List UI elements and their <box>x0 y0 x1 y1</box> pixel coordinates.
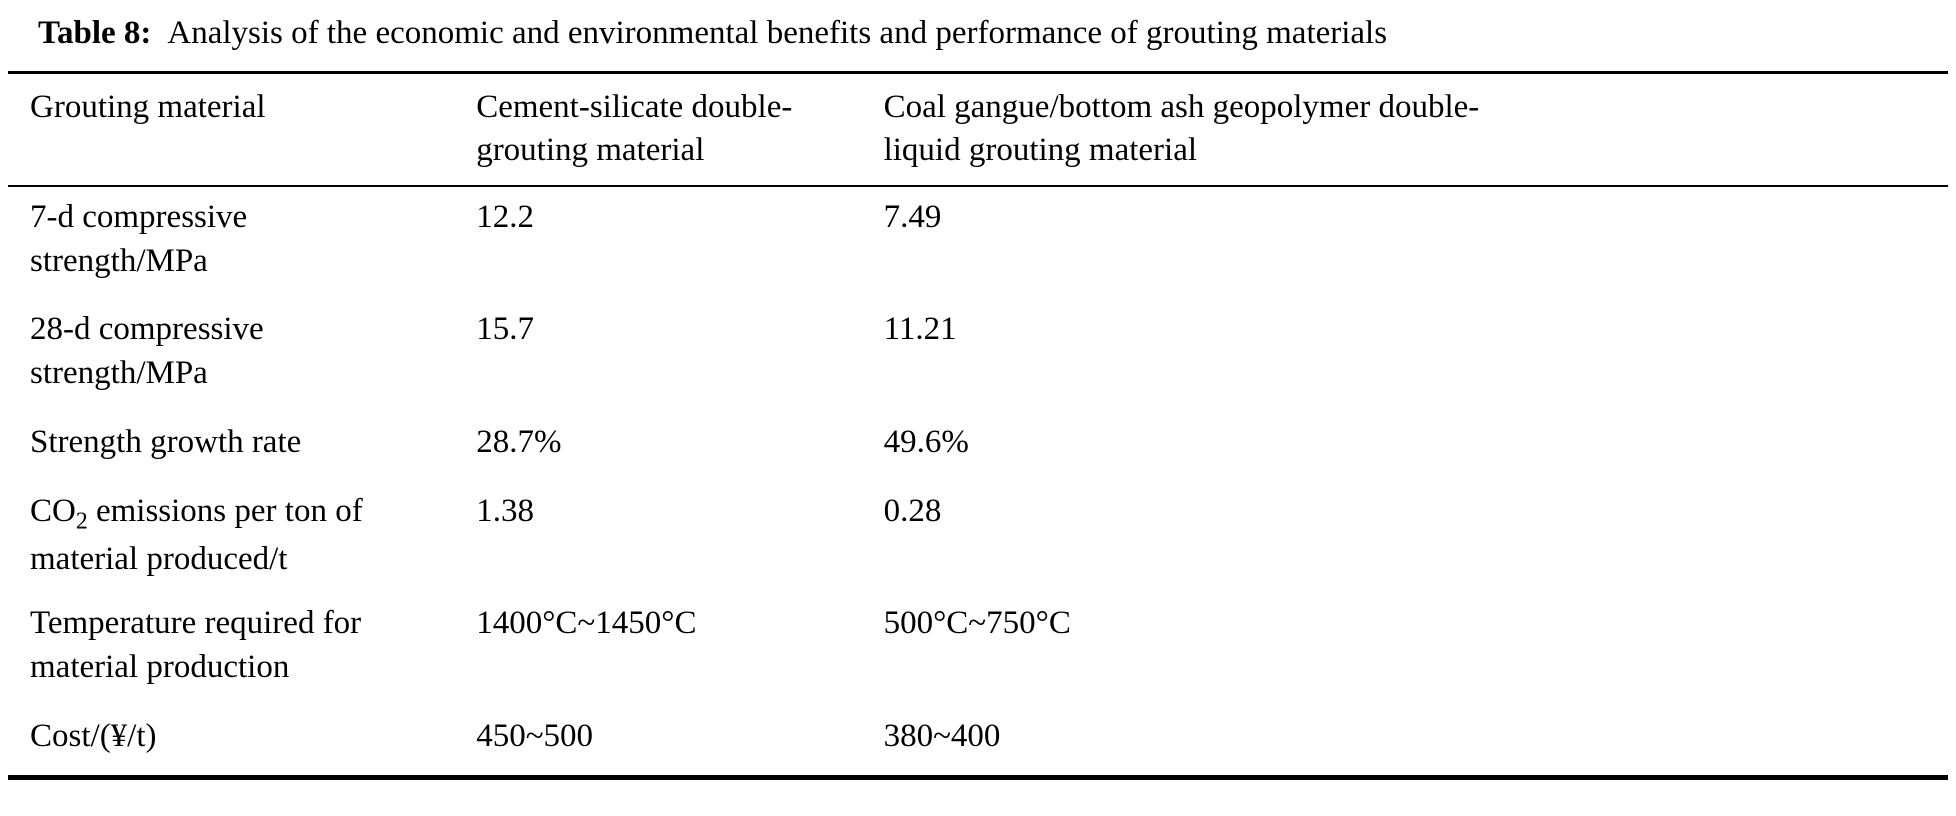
grouting-materials-table: Grouting material Cement-silicate double… <box>8 70 1948 780</box>
cell-cement-silicate-value: 28.7% <box>476 423 562 460</box>
paper-table-figure: Table 8: Analysis of the economic and env… <box>8 4 1948 780</box>
row-label: 28-d compressive strength/MPa <box>30 311 264 392</box>
caption-text: Analysis of the economic and environment… <box>167 15 1388 51</box>
cell-cement-silicate-value: 1.38 <box>476 492 534 529</box>
cell-cement-silicate-value: 15.7 <box>476 311 534 348</box>
header-cement-silicate-material: Cement-silicate double-grouting material <box>454 72 862 187</box>
row-label: Cost/(¥/t) <box>30 717 157 754</box>
cell-geopolymer-value: 0.28 <box>883 492 942 529</box>
caption-label: Table 8: <box>38 15 152 51</box>
row-label-cell: Strength growth rate <box>8 412 454 481</box>
cell-geopolymer-value: 500°C~750°C <box>883 605 1071 642</box>
row-label: CO2 emissions per ton of material produc… <box>30 492 363 577</box>
row-label-cell: Temperature required for material produc… <box>8 593 454 706</box>
cell-geopolymer-value: 11.21 <box>883 311 957 348</box>
row-label-cell: Cost/(¥/t) <box>8 706 454 777</box>
table-row: Strength growth rate 28.7% 49.6% <box>8 412 1948 481</box>
cell-geopolymer-value: 380~400 <box>883 717 1001 754</box>
table-row: 28-d compressive strength/MPa 15.7 11.21 <box>8 299 1948 412</box>
table-row: Temperature required for material produc… <box>8 593 1948 706</box>
header-coal-gangue-label: Coal gangue/bottom ash geopolymer double… <box>883 88 1480 169</box>
row-label: Strength growth rate <box>30 423 302 460</box>
header-grouting-material: Grouting material <box>8 72 455 187</box>
table-row: 7-d compressive strength/MPa 12.2 7.49 <box>8 186 1948 300</box>
header-cement-silicate-label: Cement-silicate double-grouting material <box>476 88 793 169</box>
table-row: Cost/(¥/t) 450~500 380~400 <box>8 706 1948 777</box>
cell-geopolymer-value: 7.49 <box>883 198 942 235</box>
header-coal-gangue-geopolymer-material: Coal gangue/bottom ash geopolymer double… <box>861 72 1948 187</box>
row-label: 7-d compressive strength/MPa <box>30 198 248 279</box>
row-label-cell: 28-d compressive strength/MPa <box>8 299 454 412</box>
cell-cement-silicate-value: 1400°C~1450°C <box>476 605 697 642</box>
cell-geopolymer-value: 49.6% <box>883 423 969 460</box>
table-caption: Table 8: Analysis of the economic and env… <box>8 4 1948 71</box>
subscript: 2 <box>75 508 88 535</box>
table-row: CO2 emissions per ton of material produc… <box>8 481 1948 594</box>
header-row: Grouting material Cement-silicate double… <box>8 72 1948 187</box>
row-label-cell: 7-d compressive strength/MPa <box>8 186 454 300</box>
cell-cement-silicate-value: 450~500 <box>476 717 594 754</box>
cell-cement-silicate-value: 12.2 <box>476 198 534 235</box>
header-grouting-material-label: Grouting material <box>30 88 266 125</box>
row-label: Temperature required for material produc… <box>30 605 362 685</box>
row-label-cell: CO2 emissions per ton of material produc… <box>8 481 454 594</box>
